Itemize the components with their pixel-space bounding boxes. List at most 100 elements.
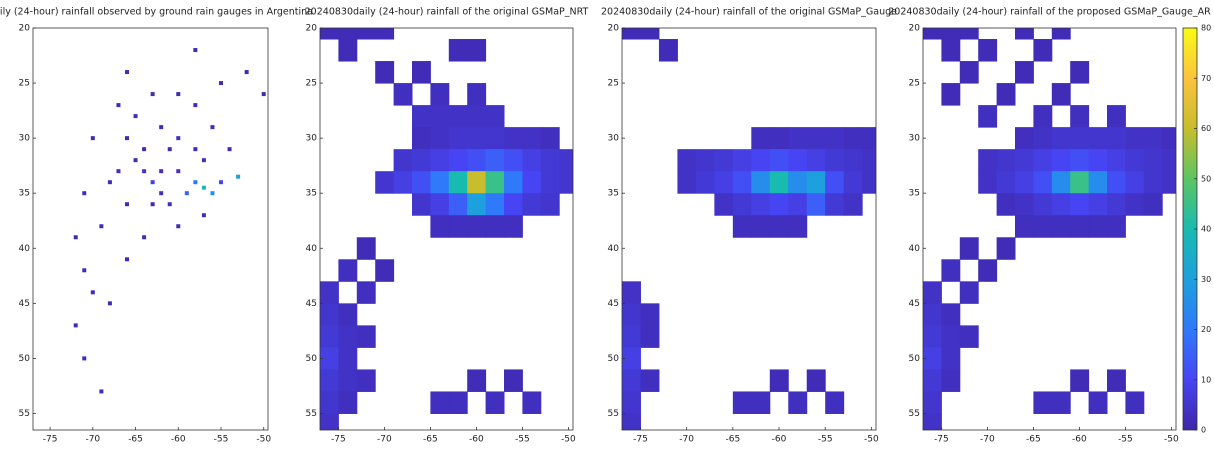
rain-cell	[467, 39, 486, 62]
rain-cell	[430, 149, 449, 172]
rain-cell	[320, 369, 339, 392]
rain-cell	[449, 127, 468, 150]
y-tick-label: 45	[306, 299, 317, 309]
rain-cell	[1015, 193, 1034, 216]
rain-cell	[430, 105, 449, 128]
rain-cell	[338, 39, 357, 62]
gauge-point	[82, 268, 86, 272]
rain-cell	[941, 347, 960, 370]
gauge-point	[202, 213, 206, 217]
rain-cell	[714, 193, 733, 216]
rain-cell	[320, 391, 339, 414]
rain-cell	[522, 149, 541, 172]
x-tick-label: -75	[633, 435, 648, 445]
x-tick-label: -50	[256, 435, 271, 445]
rain-cell	[559, 171, 578, 194]
rain-cell	[1070, 105, 1089, 128]
gauge-point	[176, 169, 180, 173]
rain-cell	[1015, 127, 1034, 150]
rain-cell	[541, 127, 560, 150]
rain-cell	[923, 413, 942, 436]
y-tick-label: 30	[19, 134, 31, 144]
rain-cell	[997, 193, 1016, 216]
colorbar-tick-label: 60	[1201, 124, 1211, 133]
rain-cell	[1089, 149, 1108, 172]
rain-cell	[622, 281, 641, 304]
rain-cell	[825, 391, 844, 414]
rain-cell	[770, 369, 789, 392]
rain-cell	[338, 369, 357, 392]
rain-cell	[788, 193, 807, 216]
gauge-point	[210, 125, 214, 129]
rain-cell	[1070, 171, 1089, 194]
y-tick-label: 55	[909, 409, 920, 419]
rain-cell	[541, 149, 560, 172]
rain-cell	[677, 171, 696, 194]
rain-cell	[1015, 61, 1034, 84]
x-tick-label: -60	[171, 435, 186, 445]
rain-cell	[467, 105, 486, 128]
x-tick-label: -65	[128, 435, 143, 445]
rain-cell	[522, 127, 541, 150]
rain-cell	[825, 193, 844, 216]
rain-cell	[941, 259, 960, 282]
rain-cell	[1089, 193, 1108, 216]
rain-cell	[559, 149, 578, 172]
gauge-point	[142, 235, 146, 239]
rain-cell	[770, 171, 789, 194]
rain-cell	[486, 149, 505, 172]
page: daily (24-hour) rainfall observed by gro…	[0, 0, 1214, 453]
rain-cell	[430, 391, 449, 414]
rain-cell	[807, 171, 826, 194]
x-tick-label: -65	[725, 435, 740, 445]
rain-cell	[467, 171, 486, 194]
rain-cell	[486, 391, 505, 414]
y-tick-label: 40	[19, 244, 31, 254]
rain-cell	[941, 303, 960, 326]
rain-cell	[751, 149, 770, 172]
y-tick-label: 45	[608, 299, 619, 309]
rain-cell	[449, 391, 468, 414]
rain-cell	[862, 171, 881, 194]
rain-cell	[504, 215, 523, 238]
rain-cell	[467, 369, 486, 392]
rain-cell	[504, 127, 523, 150]
rain-cell	[449, 105, 468, 128]
colorbar-tick-label: 0	[1201, 426, 1206, 435]
rain-cell	[714, 171, 733, 194]
gauge-point	[245, 70, 249, 74]
y-tick-label: 40	[306, 244, 318, 254]
gauge-point	[125, 136, 129, 140]
rain-cell	[923, 281, 942, 304]
gauge-point	[193, 103, 197, 107]
rain-cell	[486, 171, 505, 194]
rain-cell	[486, 105, 505, 128]
rain-cell	[430, 83, 449, 106]
rain-cell	[1125, 127, 1144, 150]
colorbar-tick-label: 40	[1201, 225, 1211, 234]
gauge-point	[125, 202, 129, 206]
gauge-point	[176, 224, 180, 228]
rain-cell	[1033, 171, 1052, 194]
rain-cell	[923, 369, 942, 392]
rain-cell	[1070, 215, 1089, 238]
rain-cell	[997, 237, 1016, 260]
gauge-point	[236, 175, 240, 179]
y-tick-label: 20	[608, 24, 620, 34]
rain-cell	[449, 39, 468, 62]
gauge-point	[193, 180, 197, 184]
rain-cell	[430, 127, 449, 150]
rain-cell	[696, 171, 715, 194]
rain-cell	[1033, 193, 1052, 216]
y-tick-label: 20	[909, 24, 921, 34]
rain-cell	[978, 171, 997, 194]
y-tick-label: 45	[909, 299, 920, 309]
rain-cell	[844, 127, 863, 150]
rain-cell	[923, 325, 942, 348]
rain-cell	[338, 303, 357, 326]
rain-cell	[978, 149, 997, 172]
rain-cell	[1033, 215, 1052, 238]
rain-cell	[770, 193, 789, 216]
rain-cell	[788, 215, 807, 238]
rain-cell	[1052, 83, 1071, 106]
